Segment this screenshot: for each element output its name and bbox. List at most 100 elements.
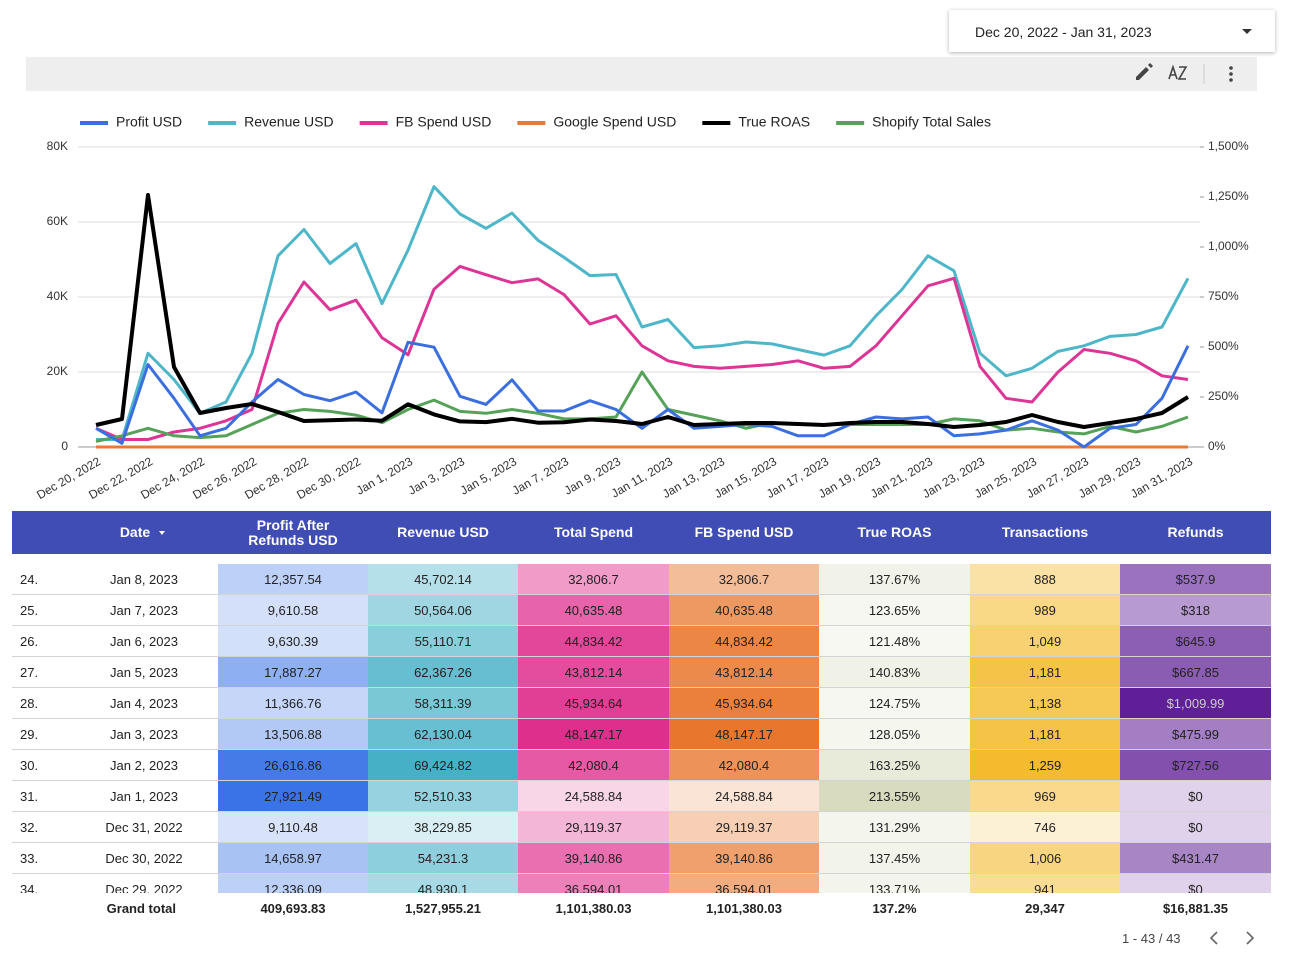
sort-icon[interactable] (1168, 64, 1178, 80)
header-cell[interactable]: Refunds (1120, 511, 1271, 554)
header-label: FB Spend USD (694, 524, 794, 540)
table-cell: 34. (20, 881, 39, 894)
y-tick-label: 60K (47, 214, 68, 228)
toolbar (26, 57, 1257, 91)
total-cell: 409,693.83 (260, 900, 326, 916)
legend-label: Google Spend USD (553, 114, 676, 130)
table-cell: 55,110.71 (368, 626, 518, 656)
table-cell: 29,119.37 (518, 812, 669, 842)
table-cell: 58,311.39 (368, 688, 518, 718)
table-row: 24. Jan 8, 2023 12,357.54 45,702.14 32,806.7… (12, 564, 1271, 595)
y2-tick-label: 1,250% (1208, 189, 1249, 203)
x-tick-label: Jan 7, 2023 (510, 454, 572, 498)
table-cell: 12,357.54 (218, 564, 368, 594)
total-cell: Grand total (106, 900, 176, 916)
table-cell: 17,887.27 (218, 657, 368, 687)
table-cell: 121.48% (819, 626, 970, 656)
header-cell[interactable]: Date (70, 511, 218, 554)
series-line (96, 185, 1190, 441)
table-cell: 39,140.86 (518, 843, 669, 873)
edit-icon[interactable] (1136, 67, 1149, 80)
y-tick-label: 80K (47, 139, 68, 153)
table-cell: 26. (20, 633, 39, 649)
table-cell: 1,181 (970, 719, 1120, 749)
table-cell: 27,921.49 (218, 781, 368, 811)
date-range-picker[interactable]: Dec 20, 2022 - Jan 31, 2023 (949, 10, 1275, 52)
more-icon[interactable] (1229, 66, 1233, 70)
header-label: True ROAS (857, 524, 932, 540)
table-row: 32. Dec 31, 2022 9,110.48 38,229.85 29,119.3… (12, 812, 1271, 843)
table-cell: 941 (970, 874, 1120, 893)
y2-tick-label: 1,500% (1208, 139, 1249, 153)
table-cell: $645.9 (1120, 626, 1271, 656)
table-cell: 24,588.84 (518, 781, 669, 811)
table-cell: 32,806.7 (669, 564, 819, 594)
table-cell: 43,812.14 (669, 657, 819, 687)
table-row: 28. Jan 4, 2023 11,366.76 58,311.39 45,934.6… (12, 688, 1271, 719)
table-cell: 39,140.86 (669, 843, 819, 873)
y2-tick-label: 0% (1208, 439, 1226, 453)
prev-page[interactable] (1209, 931, 1218, 945)
table-cell: 33. (20, 850, 39, 866)
table-cell: 45,934.64 (669, 688, 819, 718)
series-line (95, 340, 1190, 449)
table-cell: 30. (20, 757, 39, 773)
dropdown-arrow (1242, 29, 1252, 34)
x-tick-label: Jan 1, 2023 (354, 454, 416, 498)
table-cell: 29. (20, 726, 39, 742)
table-row: 30. Jan 2, 2023 26,616.86 69,424.82 42,080.4… (12, 750, 1271, 781)
table-cell: 24,588.84 (669, 781, 819, 811)
table-cell: 9,110.48 (218, 812, 368, 842)
table-cell: 163.25% (819, 750, 970, 780)
table-cell: 62,130.04 (368, 719, 518, 749)
header-label: Date (119, 524, 151, 540)
header-cell[interactable]: FB Spend USD (669, 511, 819, 554)
table-cell: Jan 3, 2023 (110, 726, 178, 742)
table-cell: 1,259 (970, 750, 1120, 780)
table-cell: 25. (20, 602, 39, 618)
table-body: 24. Jan 8, 2023 12,357.54 45,702.14 32,806.7… (12, 554, 1271, 893)
table-cell: 13,506.88 (218, 719, 368, 749)
table-cell: Dec 30, 2022 (105, 850, 183, 866)
table-row: 34. Dec 29, 2022 12,336.09 48,930.1 36,594.0… (12, 874, 1271, 893)
table-cell: 1,049 (970, 626, 1120, 656)
table-cell: 24. (20, 571, 39, 587)
header-cell[interactable]: Total Spend (518, 511, 669, 554)
table-cell: 1,006 (970, 843, 1120, 873)
table-cell: 1,181 (970, 657, 1120, 687)
header-cell[interactable]: Profit After Refunds USD (218, 511, 368, 554)
header-cell[interactable]: True ROAS (819, 511, 970, 554)
header-cell[interactable]: Revenue USD (368, 511, 518, 554)
table-cell: 52,510.33 (368, 781, 518, 811)
next-page[interactable] (1246, 931, 1255, 945)
table-cell: 45,934.64 (518, 688, 669, 718)
total-cell: 1,101,380.03 (706, 900, 782, 916)
table-cell: 9,630.39 (218, 626, 368, 656)
header-label: Revenue USD (397, 524, 489, 540)
legend-label: Revenue USD (244, 114, 334, 130)
pagination: 1 - 43 / 43 (1122, 931, 1255, 946)
table-cell: $0 (1120, 781, 1271, 811)
table-header: Date Profit After Refunds USD Revenue USD T… (12, 511, 1271, 554)
table-cell: 48,147.17 (518, 719, 669, 749)
table-cell: 42,080.4 (518, 750, 669, 780)
table-row: 33. Dec 30, 2022 14,658.97 54,231.3 39,140.8… (12, 843, 1271, 874)
table-cell: 133.71% (819, 874, 970, 893)
table-cell: 54,231.3 (368, 843, 518, 873)
table-cell: 31. (20, 788, 39, 804)
header-cell (12, 511, 70, 554)
table-cell: 29,119.37 (669, 812, 819, 842)
toolbar-icons (1136, 63, 1233, 84)
table-cell: 137.45% (819, 843, 970, 873)
header-label: Transactions (1001, 524, 1089, 540)
table-cell: 48,147.17 (669, 719, 819, 749)
table-cell: Dec 29, 2022 (105, 881, 183, 894)
table-cell: $431.47 (1120, 843, 1271, 873)
table-cell: Jan 5, 2023 (110, 664, 178, 680)
y-tick-label: 20K (47, 364, 68, 378)
header-cell[interactable]: Transactions (970, 511, 1120, 554)
y-tick-label: 40K (47, 289, 68, 303)
table-cell: 14,658.97 (218, 843, 368, 873)
table-row: 26. Jan 6, 2023 9,630.39 55,110.71 44,834.42… (12, 626, 1271, 657)
table-cell: 44,834.42 (669, 626, 819, 656)
